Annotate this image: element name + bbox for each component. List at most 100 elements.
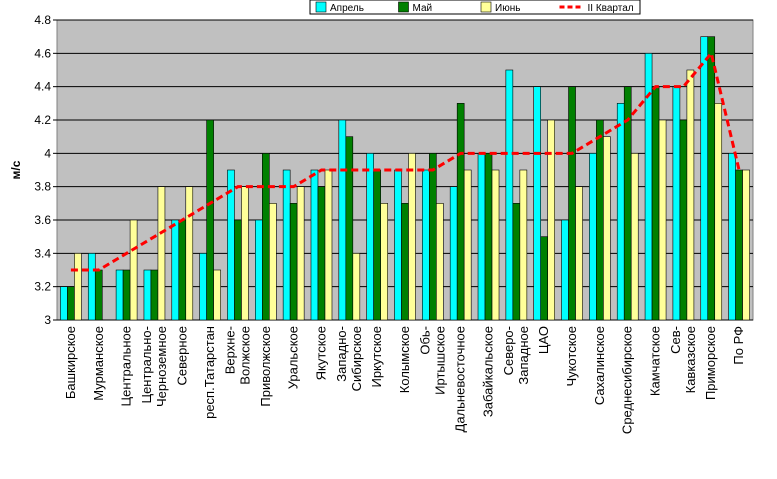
y-tick-label: 4.8 (34, 13, 51, 27)
bar (171, 219, 180, 321)
x-tick-label: Центральное (119, 326, 134, 406)
bar (150, 269, 159, 321)
bar (422, 169, 430, 321)
bar (310, 169, 319, 321)
bar (679, 119, 688, 321)
bar (630, 153, 639, 321)
bar (87, 253, 96, 321)
bar (596, 119, 604, 321)
bar (700, 36, 709, 321)
bar (178, 219, 187, 321)
bar (394, 169, 402, 321)
bar (289, 203, 298, 321)
bar (296, 186, 305, 321)
bar (317, 186, 326, 321)
x-tick-label: Дальневосточное (453, 326, 468, 432)
bar (540, 236, 549, 321)
y-tick-label: 4 (44, 146, 51, 160)
x-tick-label: Приморское (703, 326, 718, 400)
bar (268, 203, 277, 321)
bar (115, 269, 124, 321)
bar (436, 203, 444, 321)
bar (324, 169, 333, 321)
bar (234, 219, 242, 321)
bar (345, 136, 354, 321)
x-tick-label: Мурманское (91, 326, 106, 401)
legend-label: II Квартал (588, 3, 634, 14)
bar (338, 119, 347, 321)
bar (449, 186, 458, 321)
legend-label: Июнь (495, 3, 520, 14)
bar (686, 69, 695, 321)
bar (185, 186, 194, 321)
y-tick-label: 3.2 (34, 280, 51, 294)
x-tick-label: Приволжское (258, 326, 273, 407)
bar (366, 153, 374, 321)
bar (735, 169, 743, 321)
bar (206, 119, 214, 321)
x-tick-label: Сахалинское (592, 326, 607, 405)
bar (658, 119, 667, 321)
bar (547, 119, 556, 321)
bar (157, 186, 166, 321)
bar (505, 69, 514, 321)
bar (199, 253, 207, 321)
x-tick-label: Уральское (286, 326, 301, 389)
x-tick-label: Иркутское (369, 326, 384, 388)
x-tick-label: Сев-Кавказское (668, 326, 698, 393)
y-tick-label: 3.6 (34, 213, 51, 227)
bar (491, 169, 500, 321)
bar (707, 36, 716, 321)
y-tick-label: 4.4 (34, 80, 51, 94)
bar (352, 253, 361, 321)
x-tick-label: ЦАО (536, 326, 551, 354)
bar (589, 153, 597, 321)
x-tick-label: Башкирское (63, 326, 78, 399)
bar (714, 103, 723, 321)
bar (94, 269, 103, 321)
bar (373, 169, 381, 321)
bar (651, 86, 660, 321)
x-tick-label: респ.Татарстан (202, 326, 217, 419)
bar (533, 86, 542, 321)
legend-swatch (398, 1, 409, 13)
legend-swatch (315, 1, 327, 13)
bar (241, 186, 249, 321)
x-tick-label: Колымское (397, 326, 412, 393)
bar (282, 169, 291, 321)
bar (484, 153, 493, 321)
line-series (70, 50, 741, 272)
x-tick-label: Северо-Западное (501, 326, 531, 385)
bar (255, 219, 263, 321)
legend-label: Май (413, 3, 433, 14)
y-tick-label: 4.6 (34, 46, 51, 60)
x-tick-label: Центрально-Черноземное (139, 326, 169, 407)
bar (429, 153, 437, 321)
x-tick-label: Якутское (313, 326, 328, 380)
x-tick-label: Среднесибирское (620, 326, 635, 434)
bar (213, 269, 221, 321)
bar (728, 153, 736, 321)
bar (408, 153, 416, 321)
bar (672, 86, 681, 321)
bar (463, 169, 472, 321)
bar (74, 253, 82, 321)
x-tick-label: Камчатское (648, 326, 663, 396)
y-tick-label: 3.8 (34, 180, 51, 194)
legend-swatch (480, 1, 492, 13)
y-axis-label: м/с (9, 160, 23, 179)
bar (568, 86, 576, 321)
x-tick-label: Обь-Иртышское (417, 326, 447, 395)
bar (742, 169, 750, 321)
bar (122, 269, 131, 321)
legend (309, 0, 641, 15)
x-tick-label: Чукотское (564, 326, 579, 387)
bar (129, 219, 138, 321)
bar (60, 286, 68, 321)
bar (616, 103, 625, 321)
y-tick-label: 4.2 (34, 113, 51, 127)
bar (519, 169, 528, 321)
bar (603, 136, 611, 321)
bar (561, 219, 569, 321)
